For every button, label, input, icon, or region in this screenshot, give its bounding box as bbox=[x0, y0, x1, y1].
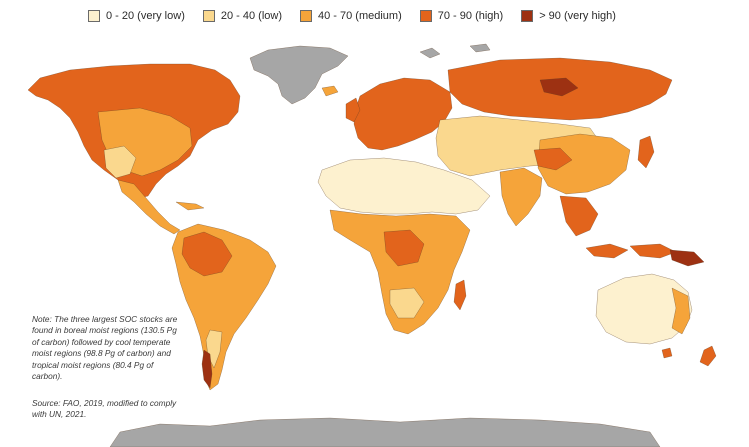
map-legend: 0 - 20 (very low) 20 - 40 (low) 40 - 70 … bbox=[88, 10, 616, 22]
greenland-region bbox=[249, 45, 349, 105]
australia-east-coast-zone bbox=[671, 287, 691, 335]
caribbean-islands-region bbox=[175, 201, 205, 211]
legend-item-high: 70 - 90 (high) bbox=[419, 10, 504, 22]
legend-label-low: 20 - 40 (low) bbox=[220, 10, 282, 22]
legend-label-very-low: 0 - 20 (very low) bbox=[106, 10, 185, 22]
arctic-islands-region bbox=[419, 43, 491, 59]
india-region bbox=[499, 167, 543, 227]
legend-label-high: 70 - 90 (high) bbox=[437, 10, 504, 22]
central-america-region bbox=[117, 179, 181, 235]
sahara-arabia-region bbox=[317, 157, 491, 215]
amazon-high-zone bbox=[181, 231, 233, 277]
indonesia-region bbox=[585, 243, 677, 259]
legend-item-medium: 40 - 70 (medium) bbox=[300, 10, 402, 22]
legend-swatch-high bbox=[419, 10, 432, 22]
map-source: Source: FAO, 2019, modified to comply wi… bbox=[32, 398, 177, 420]
legend-swatch-medium bbox=[300, 10, 312, 22]
siberia-very-high-zone bbox=[539, 77, 579, 97]
andes-high-zone bbox=[201, 349, 213, 389]
legend-item-low: 20 - 40 (low) bbox=[202, 10, 282, 22]
antarctica-region bbox=[109, 417, 661, 447]
new-guinea-region bbox=[669, 249, 705, 267]
congo-high-zone bbox=[383, 229, 425, 267]
us-southwest-low-zone bbox=[103, 145, 137, 179]
legend-swatch-very-high bbox=[521, 10, 534, 22]
map-note: Note: The three largest SOC stocks are f… bbox=[32, 314, 178, 382]
europe-region bbox=[353, 77, 453, 151]
legend-item-very-high: > 90 (very high) bbox=[521, 10, 616, 22]
tasmania-region bbox=[661, 347, 673, 359]
uk-region bbox=[345, 97, 361, 123]
legend-label-very-high: > 90 (very high) bbox=[539, 10, 616, 22]
southeast-asia-region bbox=[559, 195, 599, 237]
madagascar-region bbox=[453, 279, 467, 311]
legend-swatch-low bbox=[202, 10, 215, 22]
kalahari-low-zone bbox=[389, 287, 425, 319]
iceland-region bbox=[321, 85, 339, 97]
japan-region bbox=[637, 135, 655, 169]
legend-label-medium: 40 - 70 (medium) bbox=[318, 10, 402, 22]
legend-swatch-very-low bbox=[88, 10, 100, 22]
new-zealand-region bbox=[699, 345, 717, 367]
subsaharan-africa-region bbox=[329, 209, 471, 335]
legend-item-very-low: 0 - 20 (very low) bbox=[88, 10, 185, 22]
tibet-high-zone bbox=[533, 147, 573, 171]
